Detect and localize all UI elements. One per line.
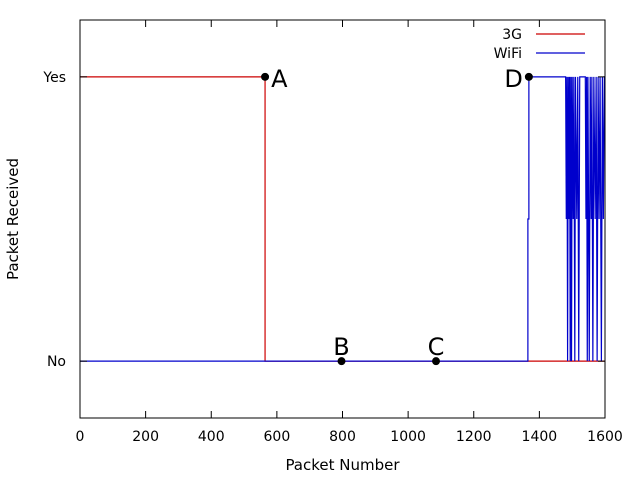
y-tick-label: No <box>47 354 66 370</box>
point-c-marker <box>432 357 441 366</box>
point-a-label: A <box>271 65 288 93</box>
series-3g-line <box>80 76 605 362</box>
x-tick-label: 800 <box>329 429 356 445</box>
x-tick-label: 1400 <box>522 429 558 445</box>
x-tick-label: 400 <box>198 429 225 445</box>
point-b-marker <box>337 357 346 366</box>
x-tick-label: 1600 <box>587 429 623 445</box>
y-tick-label: Yes <box>42 70 66 86</box>
series-wifi-line <box>80 76 605 362</box>
legend-label-3g: 3G <box>502 27 522 43</box>
x-tick-label: 200 <box>132 429 159 445</box>
point-a-marker <box>261 72 270 81</box>
x-tick-label: 1200 <box>456 429 492 445</box>
point-d-marker <box>524 72 533 81</box>
legend: 3G WiFi <box>494 27 585 62</box>
point-b-label: B <box>333 333 349 361</box>
x-tick-label: 600 <box>264 429 291 445</box>
x-axis-label: Packet Number <box>285 456 400 474</box>
series-layer <box>80 76 605 362</box>
x-tick-label: 0 <box>76 429 85 445</box>
annotation-points: A B C D <box>261 65 533 366</box>
point-c-label: C <box>428 333 445 361</box>
point-d-label: D <box>504 65 522 93</box>
y-axis-label: Packet Received <box>4 158 22 280</box>
legend-label-wifi: WiFi <box>494 46 522 62</box>
x-tick-label: 1000 <box>390 429 426 445</box>
ticks-layer: 0 200 400 600 800 1000 1200 1400 1600 No Yes <box>42 20 623 445</box>
